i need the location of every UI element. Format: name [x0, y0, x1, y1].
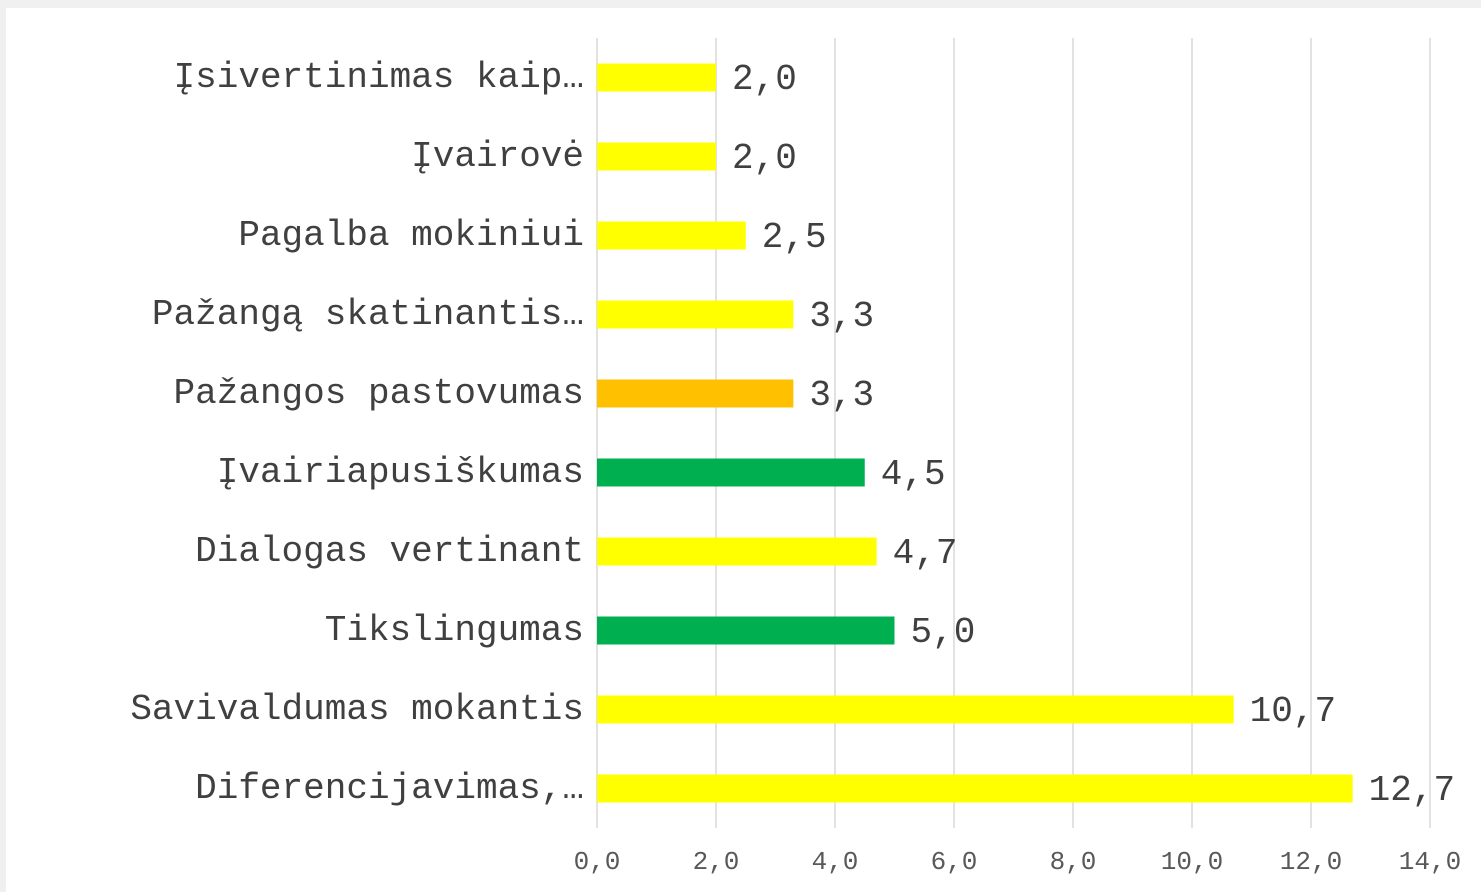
y-tick-label: Įsivertinimas kaip… [174, 57, 584, 98]
value-label: 2,5 [762, 217, 827, 258]
value-label: 10,7 [1250, 691, 1336, 732]
y-tick-label: Pažangą skatinantis… [152, 294, 584, 335]
value-label: 4,5 [881, 454, 946, 495]
bar [597, 63, 716, 92]
x-tick-label: 6,0 [931, 847, 978, 877]
y-tick-label: Įvairovė [411, 136, 584, 177]
bar [597, 774, 1353, 803]
bar [597, 142, 716, 171]
y-tick-label: Savivaldumas mokantis [130, 689, 584, 730]
value-label: 2,0 [732, 138, 797, 179]
y-tick-label: Tikslingumas [325, 610, 584, 651]
bar [597, 379, 794, 408]
bar [597, 300, 794, 329]
bar [597, 616, 895, 645]
y-tick-label: Pažangos pastovumas [174, 373, 584, 414]
x-tick-label: 14,0 [1399, 847, 1461, 877]
y-tick-label: Įvairiapusiškumas [217, 452, 584, 493]
y-tick-label: Pagalba mokiniui [238, 215, 584, 256]
bar [597, 458, 865, 487]
value-label: 3,3 [809, 296, 874, 337]
value-label: 2,0 [732, 59, 797, 100]
value-label: 3,3 [809, 375, 874, 416]
x-tick-label: 4,0 [812, 847, 859, 877]
x-tick-label: 0,0 [574, 847, 621, 877]
bar [597, 221, 746, 250]
x-tick-label: 12,0 [1280, 847, 1342, 877]
value-label: 5,0 [911, 612, 976, 653]
y-tick-label: Dialogas vertinant [195, 531, 584, 572]
value-label: 4,7 [893, 533, 958, 574]
x-tick-label: 10,0 [1161, 847, 1223, 877]
bar [597, 695, 1234, 724]
x-tick-label: 8,0 [1050, 847, 1097, 877]
value-label: 12,7 [1369, 770, 1455, 811]
x-tick-label: 2,0 [693, 847, 740, 877]
chart-area [6, 8, 1481, 892]
y-tick-label: Diferencijavimas,… [195, 768, 584, 809]
bar [597, 537, 877, 566]
